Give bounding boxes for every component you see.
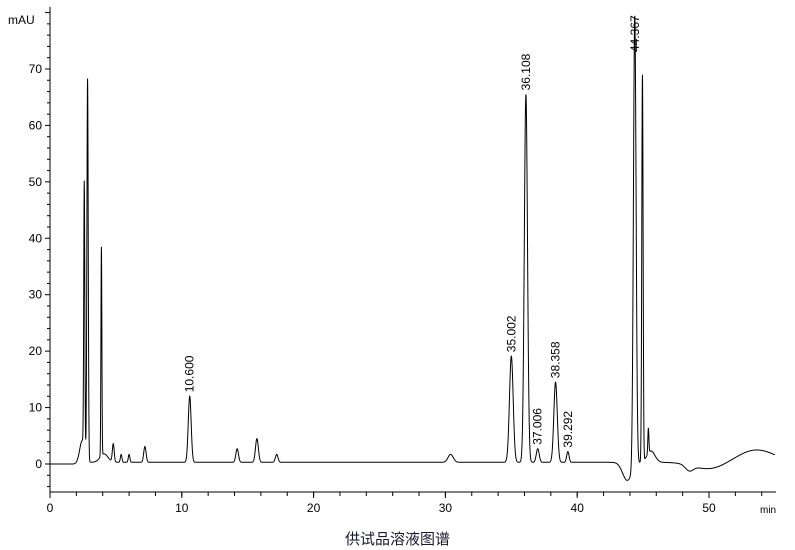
x-tick-label: 0 — [47, 501, 54, 515]
peak-label: 35.002 — [504, 315, 518, 352]
x-axis-label: min — [760, 505, 776, 516]
y-tick-label: 60 — [29, 118, 43, 132]
axes: 0 10 20 30 40 50 60 70 0 10 20 30 40 50 — [29, 6, 776, 515]
x-tick-label: 40 — [571, 501, 585, 515]
peak-label: 10.600 — [183, 355, 197, 392]
peak-label: 44.367 — [628, 15, 642, 52]
y-tick-label: 50 — [29, 175, 43, 189]
peak-label: 36.108 — [519, 53, 533, 90]
y-tick-label: 30 — [29, 288, 43, 302]
x-tick-label: 20 — [307, 501, 321, 515]
y-axis-label: mAU — [8, 13, 35, 27]
y-tick-label: 70 — [29, 62, 43, 76]
x-tick-label: 50 — [702, 501, 716, 515]
y-tick-label: 20 — [29, 344, 43, 358]
peak-label: 37.006 — [531, 408, 545, 445]
y-tick-label: 0 — [35, 457, 42, 471]
peak-label: 38.358 — [549, 341, 563, 378]
x-tick-label: 30 — [439, 501, 453, 515]
chromatogram-trace — [50, 15, 776, 481]
peak-label: 39.292 — [561, 411, 575, 448]
y-tick-label: 40 — [29, 231, 43, 245]
y-tick-label: 10 — [29, 401, 43, 415]
peak-labels: 10.600 35.002 36.108 37.006 38.358 39.292 44.3… — [183, 15, 642, 448]
x-tick-label: 10 — [175, 501, 189, 515]
chart-caption: 供试品溶液图谱 — [344, 530, 450, 548]
